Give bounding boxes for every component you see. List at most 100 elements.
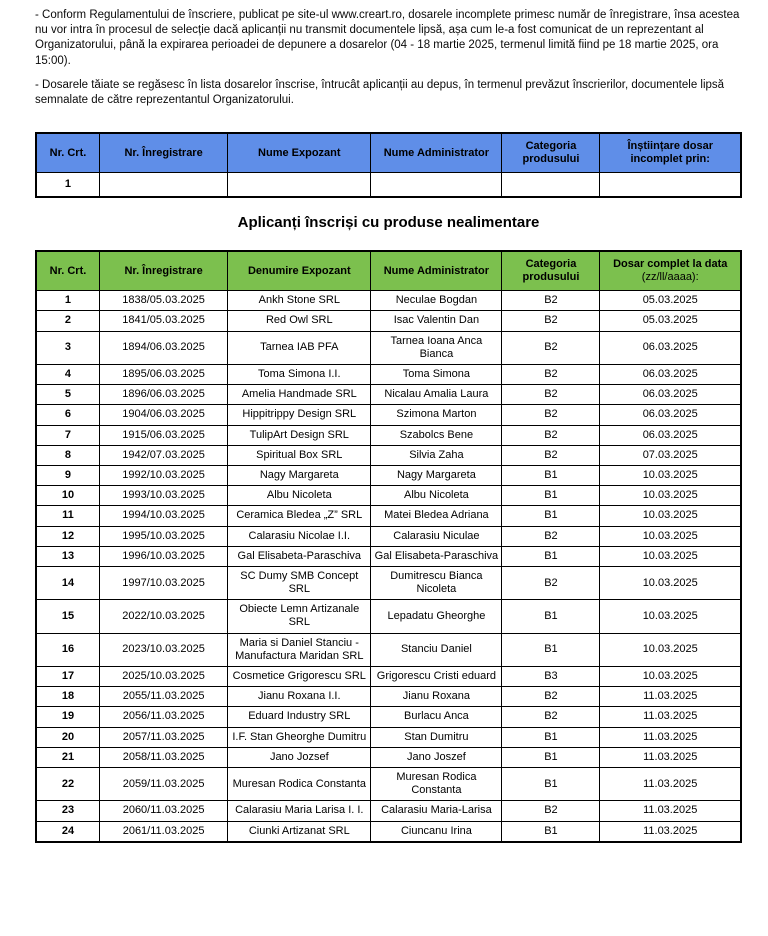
table-cell: Spiritual Box SRL	[227, 444, 372, 466]
table-cell: 6	[35, 404, 100, 426]
table-row: 22 2059/11.03.2025 Muresan Rodica Constant…	[35, 766, 742, 802]
table-cell: 2056/11.03.2025	[98, 706, 229, 728]
table-cell: 1895/06.03.2025	[98, 364, 229, 386]
table-cell: 11.03.2025	[599, 746, 742, 768]
table-cell: Isac Valentin Dan	[370, 310, 503, 332]
table-cell: B1	[501, 766, 601, 802]
table-cell: B1	[501, 726, 601, 748]
table-cell: Grigorescu Cristi eduard	[370, 666, 503, 688]
table-cell: B2	[501, 686, 601, 708]
table-cell: 2059/11.03.2025	[98, 766, 229, 802]
table-cell	[501, 172, 601, 198]
table-cell	[370, 172, 503, 198]
table-row: 6 1904/06.03.2025 Hippitrippy Design SRL Sz…	[35, 404, 742, 426]
table-cell: 05.03.2025	[599, 310, 742, 332]
table-cell: B1	[501, 820, 601, 843]
table-body: 1 1838/05.03.2025 Ankh Stone SRL Neculae Bo…	[35, 290, 742, 843]
column-header: Nume Expozant	[227, 132, 372, 174]
table-cell: 10	[35, 485, 100, 507]
table-cell: B2	[501, 364, 601, 386]
table-cell: Albu Nicoleta	[370, 485, 503, 507]
table-cell: Hippitrippy Design SRL	[227, 404, 372, 426]
table-cell: B1	[501, 485, 601, 507]
table-cell: Szabolcs Bene	[370, 424, 503, 446]
table-cell: 2060/11.03.2025	[98, 800, 229, 822]
table-cell: Stan Dumitru	[370, 726, 503, 748]
table-cell: B2	[501, 444, 601, 466]
table-cell: Neculae Bogdan	[370, 290, 503, 312]
nonfood-applicants-table: Nr. Crt. Nr. Înregistrare Denumire Expozan…	[35, 249, 742, 843]
table-row: 1 1838/05.03.2025 Ankh Stone SRL Neculae Bo…	[35, 290, 742, 312]
table-row: 8 1942/07.03.2025 Spiritual Box SRL Silvia …	[35, 444, 742, 466]
table-cell: B2	[501, 330, 601, 366]
table-row: 23 2060/11.03.2025 Calarasiu Maria Larisa …	[35, 800, 742, 822]
table-row: 21 2058/11.03.2025 Jano Jozsef Jano Joszef B…	[35, 746, 742, 768]
table-cell: 1993/10.03.2025	[98, 485, 229, 507]
table-cell: 1904/06.03.2025	[98, 404, 229, 426]
table-cell: 1838/05.03.2025	[98, 290, 229, 312]
table-cell: B2	[501, 404, 601, 426]
table-cell: B1	[501, 599, 601, 634]
table-cell: 11	[35, 505, 100, 527]
table-cell: 14	[35, 565, 100, 601]
table-cell: Calarasiu Maria-Larisa	[370, 800, 503, 822]
table-cell: Toma Simona I.I.	[227, 364, 372, 386]
table-cell: Lepadatu Gheorghe	[370, 599, 503, 634]
intro-paragraph-1: - Conform Regulamentului de înscriere, p…	[35, 9, 740, 67]
header-row: Nr. Crt. Nr. Înregistrare Nume Expozant Num…	[35, 132, 742, 174]
table-row: 16 2023/10.03.2025 Maria si Daniel Stanciu…	[35, 632, 742, 668]
column-header: Categoria produsului	[501, 132, 601, 174]
table-row: 2 1841/05.03.2025 Red Owl SRL Isac Valentin…	[35, 310, 742, 332]
table-cell: 1915/06.03.2025	[98, 424, 229, 446]
table-row: 15 2022/10.03.2025 Obiecte Lemn Artizanale…	[35, 599, 742, 634]
table-cell: 10.03.2025	[599, 505, 742, 527]
table-cell: 1896/06.03.2025	[98, 384, 229, 406]
column-header: Nr. Crt.	[35, 132, 100, 174]
table-cell: Ceramica Bledea „Z” SRL	[227, 505, 372, 527]
table-cell: B1	[501, 545, 601, 567]
table-cell: 16	[35, 632, 100, 668]
table-cell: 8	[35, 444, 100, 466]
table-cell: 2057/11.03.2025	[98, 726, 229, 748]
table-cell: I.F. Stan Gheorghe Dumitru	[227, 726, 372, 748]
table-row: 3 1894/06.03.2025 Tarnea IAB PFA Tarnea Ioa…	[35, 330, 742, 366]
table-cell: 12	[35, 525, 100, 547]
table-cell	[599, 172, 742, 198]
table-cell: Szimona Marton	[370, 404, 503, 426]
table-cell: 11.03.2025	[599, 820, 742, 843]
table-cell: Albu Nicoleta	[227, 485, 372, 507]
table-row: 5 1896/06.03.2025 Amelia Handmade SRL Nical…	[35, 384, 742, 406]
table-cell: Amelia Handmade SRL	[227, 384, 372, 406]
table-cell: 11.03.2025	[599, 766, 742, 802]
table-cell: Dumitrescu Bianca Nicoleta	[370, 565, 503, 601]
table-cell: 2061/11.03.2025	[98, 820, 229, 843]
table-cell: 06.03.2025	[599, 330, 742, 366]
table-cell: B2	[501, 290, 601, 312]
table-cell: 22	[35, 766, 100, 802]
document-page: - Conform Regulamentului de înscriere, p…	[35, 9, 742, 843]
table-cell: 10.03.2025	[599, 599, 742, 634]
table-cell: 1	[35, 290, 100, 312]
table-cell: 1894/06.03.2025	[98, 330, 229, 366]
table-cell: Calarasiu Nicolae I.I.	[227, 525, 372, 547]
header-row: Nr. Crt. Nr. Înregistrare Denumire Expozan…	[35, 250, 742, 292]
column-header: Dosar complet la data (zz/ll/aaaa):	[599, 250, 742, 292]
table-cell: 06.03.2025	[599, 424, 742, 446]
table-cell: Nagy Margareta	[227, 464, 372, 487]
table-row: 4 1895/06.03.2025 Toma Simona I.I. Toma Sim…	[35, 364, 742, 386]
table-row: 20 2057/11.03.2025 I.F. Stan Gheorghe Dumi…	[35, 726, 742, 748]
column-header: Înștiințare dosar incomplet prin:	[599, 132, 742, 174]
table-cell: 7	[35, 424, 100, 446]
table-cell: 2058/11.03.2025	[98, 746, 229, 768]
table-cell: 17	[35, 666, 100, 688]
table-cell: Stanciu Daniel	[370, 632, 503, 668]
section-heading: Aplicanți înscriși cu produse nealimenta…	[237, 213, 540, 231]
table-cell: 1992/10.03.2025	[98, 464, 229, 487]
column-header: Nr. Înregistrare	[98, 132, 229, 174]
table-cell: B2	[501, 525, 601, 547]
incomplete-dossier-notice-table: Nr. Crt. Nr. Înregistrare Nume Expozant Num…	[35, 132, 742, 198]
table-cell: Toma Simona	[370, 364, 503, 386]
table-cell: Ankh Stone SRL	[227, 290, 372, 312]
table-cell: 10.03.2025	[599, 485, 742, 507]
table-cell: B3	[501, 666, 601, 688]
